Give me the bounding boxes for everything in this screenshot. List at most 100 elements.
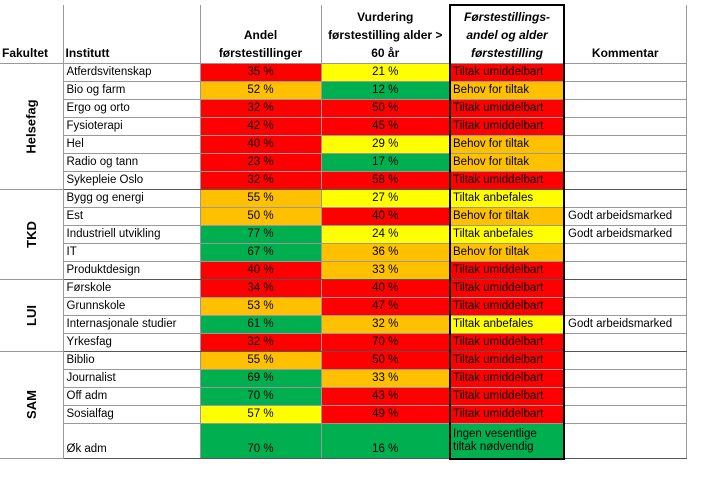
vurdering-cell: 16 %: [320, 422, 451, 459]
header-andel-line1: Andel: [243, 27, 278, 42]
table-row: Internasjonale studier 61 % 32 % Tiltak anb…: [0, 314, 687, 334]
kommentar-cell: Godt arbeidsmarked: [563, 224, 687, 244]
header-forstestilling: Førstestillings- andel og alder førstest…: [449, 4, 565, 63]
institutt-cell: Ergo og orto: [62, 98, 201, 118]
status-cell: Tiltak umiddelbart: [449, 386, 565, 406]
status-cell: Tiltak anbefales: [449, 224, 565, 244]
vurdering-cell: 43 %: [320, 386, 451, 406]
status-cell: Tiltak umiddelbart: [449, 260, 565, 280]
kommentar-cell: [563, 422, 687, 459]
status-cell: Behov for tiltak: [449, 152, 565, 172]
table-row: Fysioterapi 42 % 45 % Tiltak umiddelbart: [0, 116, 687, 136]
vurdering-cell: 47 %: [320, 296, 451, 316]
kommentar-cell: [563, 80, 687, 100]
institutt-cell: Sykepleie Oslo: [62, 170, 201, 190]
kommentar-cell: [563, 242, 687, 262]
fakultet-label: TKD: [23, 220, 39, 248]
kommentar-cell: [563, 278, 687, 298]
kommentar-cell: [563, 152, 687, 172]
vurdering-cell: 50 %: [320, 350, 451, 370]
status-cell: Tiltak umiddelbart: [449, 116, 565, 136]
institutt-cell: Grunnskole: [62, 296, 201, 316]
andel-cell: 34 %: [199, 278, 322, 298]
status-cell: Behov for tiltak: [449, 206, 565, 226]
institutt-cell: Est: [62, 206, 201, 226]
spreadsheet: Fakultet Institutt Andel førstestillinge…: [0, 4, 687, 460]
andel-cell: 35 %: [199, 62, 322, 82]
status-cell: Tiltak anbefales: [449, 314, 565, 334]
fakultet-label: SAM: [23, 390, 39, 420]
kommentar-cell: [563, 62, 687, 82]
andel-cell: 52 %: [199, 80, 322, 100]
institutt-cell: Fysioterapi: [62, 116, 201, 136]
andel-cell: 70 %: [199, 422, 322, 459]
vurdering-cell: 36 %: [320, 242, 451, 262]
table-row: Grunnskole 53 % 47 % Tiltak umiddelbart: [0, 296, 687, 316]
vurdering-cell: 24 %: [320, 224, 451, 244]
vurdering-cell: 50 %: [320, 98, 451, 118]
status-cell: Behov for tiltak: [449, 80, 565, 100]
institutt-cell: Off adm: [62, 386, 201, 406]
andel-cell: 42 %: [199, 116, 322, 136]
institutt-cell: Hel: [62, 134, 201, 154]
institutt-cell: Journalist: [62, 368, 201, 388]
kommentar-cell: Godt arbeidsmarked: [563, 206, 687, 226]
institutt-cell: Bygg og energi: [62, 188, 201, 208]
kommentar-cell: [563, 368, 687, 388]
header-row: Fakultet Institutt Andel førstestillinge…: [0, 4, 687, 63]
andel-cell: 55 %: [199, 350, 322, 370]
header-vurdering: Vurdering førstestilling alder > 60 år: [320, 5, 451, 63]
institutt-cell: Førskole: [62, 278, 201, 298]
vurdering-cell: 40 %: [320, 278, 451, 298]
status-cell: Tiltak umiddelbart: [449, 278, 565, 298]
table-row: Ergo og orto 32 % 50 % Tiltak umiddelbart: [0, 98, 687, 118]
table-row: Sykepleie Oslo 32 % 58 % Tiltak umiddelbart: [0, 170, 687, 190]
institutt-cell: Internasjonale studier: [62, 314, 201, 334]
kommentar-cell: [563, 404, 687, 424]
fakultet-cell: SAM: [0, 350, 64, 459]
andel-cell: 40 %: [199, 134, 322, 154]
fakultet-cell: TKD: [0, 188, 64, 280]
header-first-line3: førstestilling: [470, 45, 543, 60]
header-vurdering-line2: førstestilling alder >: [328, 27, 443, 42]
fakultet-label: Helsefag: [23, 98, 39, 154]
status-cell: Behov for tiltak: [449, 242, 565, 262]
header-andel-line2: førstestillinger: [218, 45, 303, 60]
status-cell: Tiltak umiddelbart: [449, 62, 565, 82]
table-row: Journalist 69 % 33 % Tiltak umiddelbart: [0, 368, 687, 388]
institutt-cell: Produktdesign: [62, 260, 201, 280]
andel-cell: 53 %: [199, 296, 322, 316]
status-cell: Tiltak umiddelbart: [449, 332, 565, 352]
status-cell: Tiltak anbefales: [449, 188, 565, 208]
status-cell: Behov for tiltak: [449, 134, 565, 154]
institutt-cell: Biblio: [62, 350, 201, 370]
table-row: Yrkesfag 32 % 70 % Tiltak umiddelbart: [0, 332, 687, 352]
header-vurdering-line3: 60 år: [371, 45, 400, 60]
vurdering-cell: 45 %: [320, 116, 451, 136]
header-fakultet: Fakultet: [0, 5, 64, 63]
status-cell: Tiltak umiddelbart: [449, 98, 565, 118]
andel-cell: 23 %: [199, 152, 322, 172]
kommentar-cell: [563, 170, 687, 190]
institutt-cell: Radio og tann: [62, 152, 201, 172]
header-kommentar: Kommentar: [563, 5, 687, 63]
table-row: IT 67 % 36 % Behov for tiltak: [0, 242, 687, 262]
fakultet-cell: Helsefag: [0, 62, 64, 190]
table-row: Bio og farm 52 % 12 % Behov for tiltak: [0, 80, 687, 100]
institutt-cell: IT: [62, 242, 201, 262]
vurdering-cell: 40 %: [320, 206, 451, 226]
kommentar-cell: [563, 350, 687, 370]
header-first-line1: Førstestillings-: [463, 9, 550, 24]
table-row: TKD Bygg og energi 55 % 27 % Tiltak anbefale…: [0, 188, 687, 280]
vurdering-cell: 21 %: [320, 62, 451, 82]
institutt-cell: Yrkesfag: [62, 332, 201, 352]
vurdering-cell: 49 %: [320, 404, 451, 424]
kommentar-cell: [563, 296, 687, 316]
header-first-line2: andel og alder: [466, 27, 548, 42]
vurdering-cell: 29 %: [320, 134, 451, 154]
status-cell: Ingen vesentlige tiltak nødvendig: [449, 422, 565, 460]
andel-cell: 32 %: [199, 170, 322, 190]
institutt-cell: Industriell utvikling: [62, 224, 201, 244]
kommentar-cell: [563, 332, 687, 352]
andel-cell: 69 %: [199, 368, 322, 388]
